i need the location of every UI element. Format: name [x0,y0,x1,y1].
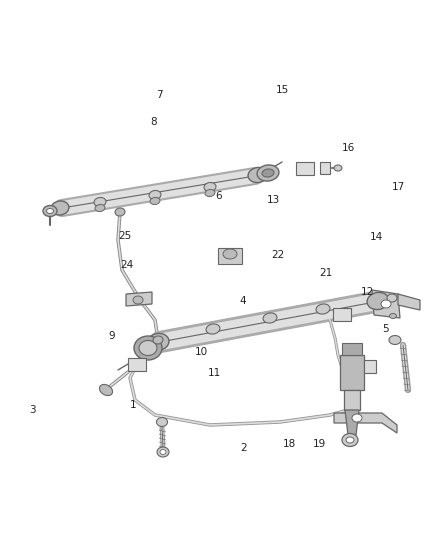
Ellipse shape [387,294,397,302]
Ellipse shape [389,313,396,319]
Bar [296,162,314,175]
Polygon shape [364,360,376,373]
Text: 17: 17 [392,182,405,191]
Polygon shape [344,390,360,410]
Text: 25: 25 [118,231,131,240]
Ellipse shape [115,208,125,216]
Ellipse shape [139,341,157,356]
Text: 24: 24 [120,261,134,270]
Ellipse shape [160,449,166,455]
Ellipse shape [99,384,113,395]
Text: 4: 4 [240,296,247,306]
Text: 12: 12 [361,287,374,297]
Ellipse shape [334,165,342,171]
Text: 18: 18 [283,439,296,449]
Ellipse shape [43,206,57,216]
Ellipse shape [149,190,161,199]
Polygon shape [342,343,362,355]
Text: 14: 14 [370,232,383,242]
Text: 3: 3 [29,406,36,415]
Ellipse shape [342,433,358,447]
Text: 9: 9 [108,331,115,341]
Bar [128,358,146,371]
Bar [333,308,351,321]
Ellipse shape [134,336,162,360]
Ellipse shape [263,313,277,323]
Text: 5: 5 [382,325,389,334]
Text: 1: 1 [130,400,137,410]
Ellipse shape [133,296,143,304]
Ellipse shape [157,447,169,457]
Text: 7: 7 [156,90,163,100]
Polygon shape [126,292,152,306]
Polygon shape [398,294,420,310]
Ellipse shape [153,336,163,344]
Text: 22: 22 [272,250,285,260]
Ellipse shape [51,201,69,215]
Text: 11: 11 [208,368,221,378]
Ellipse shape [46,208,53,214]
Text: 15: 15 [276,85,289,94]
Ellipse shape [94,197,106,206]
Ellipse shape [150,197,160,205]
Ellipse shape [352,414,362,422]
Bar [218,248,242,264]
Ellipse shape [389,335,401,344]
Text: 8: 8 [150,117,157,126]
Text: 13: 13 [267,195,280,205]
Ellipse shape [147,334,169,351]
Text: 16: 16 [342,143,355,153]
Polygon shape [345,410,359,435]
Ellipse shape [156,417,167,426]
Ellipse shape [316,304,330,314]
Ellipse shape [205,189,215,197]
Text: 21: 21 [320,269,333,278]
Ellipse shape [248,167,268,183]
Ellipse shape [367,293,389,310]
Text: 2: 2 [240,443,247,453]
Polygon shape [340,355,364,390]
Text: 10: 10 [195,347,208,357]
Ellipse shape [257,165,279,181]
Bar [320,162,330,174]
Polygon shape [372,290,400,318]
Ellipse shape [206,324,220,334]
Ellipse shape [95,205,105,212]
Text: 6: 6 [215,191,223,201]
Ellipse shape [204,182,216,191]
Text: 19: 19 [313,439,326,449]
Ellipse shape [223,249,237,259]
Ellipse shape [346,437,354,443]
Ellipse shape [381,300,391,308]
Ellipse shape [262,169,274,177]
Polygon shape [334,413,397,433]
